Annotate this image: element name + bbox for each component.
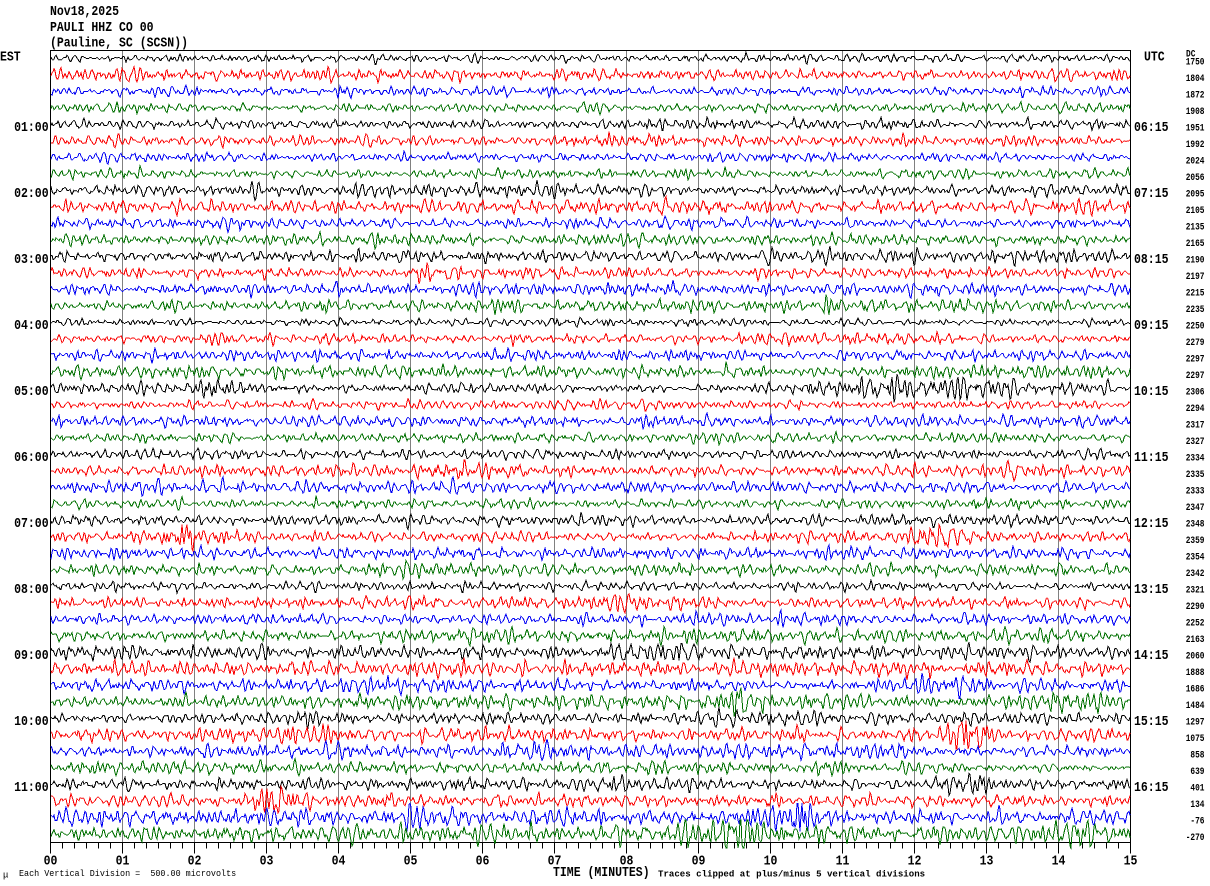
svg-text:15:15: 15:15 xyxy=(1134,714,1169,730)
svg-text:2056: 2056 xyxy=(1186,173,1205,184)
svg-text:2333: 2333 xyxy=(1186,486,1205,497)
svg-text:07:00: 07:00 xyxy=(14,516,49,532)
svg-text:2348: 2348 xyxy=(1186,519,1205,530)
svg-text:07: 07 xyxy=(548,854,562,870)
svg-text:15: 15 xyxy=(1124,854,1138,870)
svg-text:858: 858 xyxy=(1190,750,1204,761)
svg-text:2306: 2306 xyxy=(1186,387,1205,398)
svg-text:Nov18,2025: Nov18,2025 xyxy=(50,4,119,20)
svg-text:2335: 2335 xyxy=(1186,470,1205,481)
svg-text:06:15: 06:15 xyxy=(1134,120,1169,136)
svg-text:2327: 2327 xyxy=(1186,437,1205,448)
svg-text:06:00: 06:00 xyxy=(14,450,49,466)
svg-text:13: 13 xyxy=(980,854,994,870)
svg-text:2095: 2095 xyxy=(1186,189,1205,200)
svg-text:2165: 2165 xyxy=(1186,239,1205,250)
svg-text:1888: 1888 xyxy=(1186,668,1205,679)
svg-text:(Pauline, SC (SCSN)): (Pauline, SC (SCSN)) xyxy=(50,36,188,52)
svg-text:UTC: UTC xyxy=(1144,50,1165,66)
svg-text:1750: 1750 xyxy=(1186,57,1205,68)
svg-text:14:15: 14:15 xyxy=(1134,648,1169,664)
svg-text:08:00: 08:00 xyxy=(14,582,49,598)
svg-text:11:00: 11:00 xyxy=(14,780,49,796)
svg-text:02:00: 02:00 xyxy=(14,186,49,202)
svg-text:11:15: 11:15 xyxy=(1134,450,1169,466)
svg-text:2105: 2105 xyxy=(1186,206,1205,217)
svg-text:2060: 2060 xyxy=(1186,651,1205,662)
svg-text:μ: μ xyxy=(3,871,9,881)
svg-text:2321: 2321 xyxy=(1186,585,1205,596)
svg-text:2294: 2294 xyxy=(1186,404,1205,415)
svg-text:06: 06 xyxy=(476,854,490,870)
svg-text:2334: 2334 xyxy=(1186,453,1205,464)
svg-text:2215: 2215 xyxy=(1186,288,1205,299)
svg-text:2135: 2135 xyxy=(1186,222,1205,233)
svg-text:2250: 2250 xyxy=(1186,321,1205,332)
svg-text:09:15: 09:15 xyxy=(1134,318,1169,334)
svg-text:1951: 1951 xyxy=(1186,123,1205,134)
svg-text:10: 10 xyxy=(764,854,778,870)
svg-text:09:00: 09:00 xyxy=(14,648,49,664)
svg-text:10:15: 10:15 xyxy=(1134,384,1169,400)
svg-text:2163: 2163 xyxy=(1186,635,1205,646)
svg-text:1075: 1075 xyxy=(1186,734,1205,745)
svg-text:-270: -270 xyxy=(1186,833,1205,844)
svg-text:01:00: 01:00 xyxy=(14,120,49,136)
svg-text:09: 09 xyxy=(692,854,706,870)
svg-text:2279: 2279 xyxy=(1186,338,1205,349)
svg-text:2297: 2297 xyxy=(1186,354,1205,365)
svg-text:1297: 1297 xyxy=(1186,717,1205,728)
svg-text:639: 639 xyxy=(1190,767,1204,778)
svg-text:2190: 2190 xyxy=(1186,255,1205,266)
svg-text:TIME (MINUTES): TIME (MINUTES) xyxy=(553,865,650,881)
svg-text:Traces clipped at plus/minus 5: Traces clipped at plus/minus 5 vertical … xyxy=(658,869,925,880)
svg-text:DC: DC xyxy=(1186,50,1195,61)
svg-text:2252: 2252 xyxy=(1186,618,1205,629)
svg-text:2317: 2317 xyxy=(1186,420,1205,431)
svg-text:05:00: 05:00 xyxy=(14,384,49,400)
svg-text:11: 11 xyxy=(836,854,850,870)
svg-text:08: 08 xyxy=(620,854,634,870)
svg-text:Each Vertical Division = 500.: Each Vertical Division = 500.00 microvol… xyxy=(19,869,236,879)
svg-text:1686: 1686 xyxy=(1186,684,1205,695)
svg-text:401: 401 xyxy=(1190,783,1204,794)
svg-text:01: 01 xyxy=(116,854,130,870)
svg-text:07:15: 07:15 xyxy=(1134,186,1169,202)
svg-text:08:15: 08:15 xyxy=(1134,252,1169,268)
svg-text:1992: 1992 xyxy=(1186,140,1205,151)
svg-text:03: 03 xyxy=(260,854,274,870)
svg-text:1484: 1484 xyxy=(1186,701,1205,712)
svg-text:134: 134 xyxy=(1190,800,1204,811)
svg-text:05: 05 xyxy=(404,854,418,870)
svg-text:1804: 1804 xyxy=(1186,74,1205,85)
svg-text:2024: 2024 xyxy=(1186,156,1205,167)
svg-text:16:15: 16:15 xyxy=(1134,780,1169,796)
svg-text:2297: 2297 xyxy=(1186,371,1205,382)
svg-text:10:00: 10:00 xyxy=(14,714,49,730)
svg-text:2359: 2359 xyxy=(1186,536,1205,547)
svg-text:13:15: 13:15 xyxy=(1134,582,1169,598)
svg-text:EST: EST xyxy=(0,50,21,66)
svg-text:12: 12 xyxy=(908,854,922,870)
svg-text:2354: 2354 xyxy=(1186,552,1205,563)
svg-text:14: 14 xyxy=(1052,854,1066,870)
svg-text:2235: 2235 xyxy=(1186,305,1205,316)
svg-text:03:00: 03:00 xyxy=(14,252,49,268)
svg-text:2197: 2197 xyxy=(1186,272,1205,283)
svg-text:04: 04 xyxy=(332,854,346,870)
svg-text:2347: 2347 xyxy=(1186,503,1205,514)
svg-text:1908: 1908 xyxy=(1186,107,1205,118)
svg-text:-76: -76 xyxy=(1190,816,1204,827)
svg-text:2342: 2342 xyxy=(1186,569,1205,580)
svg-text:00: 00 xyxy=(44,854,58,870)
svg-text:1872: 1872 xyxy=(1186,90,1205,101)
svg-text:02: 02 xyxy=(188,854,202,870)
svg-text:2290: 2290 xyxy=(1186,602,1205,613)
svg-text:12:15: 12:15 xyxy=(1134,516,1169,532)
svg-text:04:00: 04:00 xyxy=(14,318,49,334)
svg-text:PAULI HHZ CO 00: PAULI HHZ CO 00 xyxy=(50,20,154,36)
